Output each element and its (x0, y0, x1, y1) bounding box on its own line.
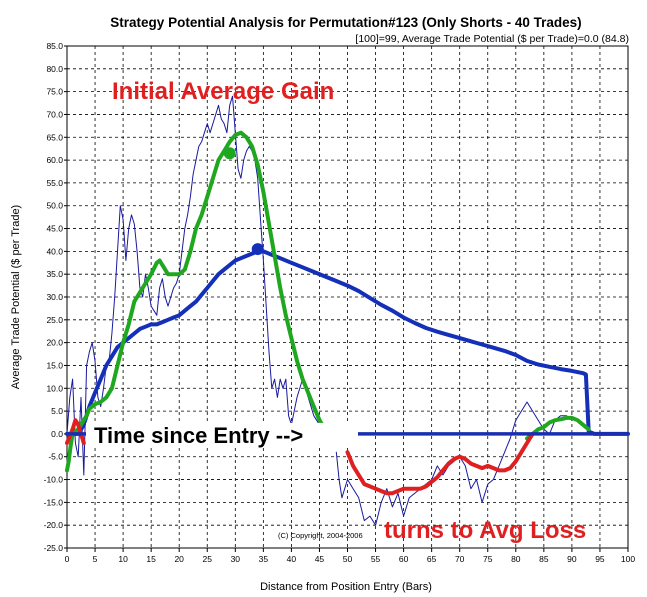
y-tick-label: 0.0 (51, 429, 63, 439)
y-tick-label: 50.0 (46, 201, 63, 211)
y-tick-label: 65.0 (46, 132, 63, 142)
y-tick-label: 60.0 (46, 155, 63, 165)
y-tick-label: -25.0 (44, 543, 64, 553)
x-tick-label: 65 (427, 554, 437, 564)
x-axis-label: Distance from Position Entry (Bars) (260, 581, 432, 593)
y-tick-label: 70.0 (46, 109, 63, 119)
x-tick-label: 85 (539, 554, 549, 564)
y-tick-label: 85.0 (46, 41, 63, 51)
x-tick-label: 95 (595, 554, 605, 564)
x-tick-label: 75 (483, 554, 493, 564)
y-tick-label: 45.0 (46, 224, 63, 234)
x-tick-label: 55 (371, 554, 381, 564)
y-axis-label: Average Trade Potential ($ per Trade) (10, 205, 22, 389)
chart-title: Strategy Potential Analysis for Permutat… (110, 15, 581, 30)
y-tick-label: 15.0 (46, 360, 63, 370)
series-line-green-3 (65, 130, 333, 473)
annotation-initial-average-gain: Initial Average Gain (112, 78, 334, 105)
y-tick-label: 5.0 (51, 406, 63, 416)
y-tick-label: 30.0 (46, 292, 63, 302)
marker-layer (223, 147, 264, 256)
x-tick-label: 5 (93, 554, 98, 564)
x-tick-label: 30 (231, 554, 241, 564)
y-tick-label: 10.0 (46, 383, 63, 393)
y-axis-ticks: -25.0 -20.0 -15.0 -10.0 -5.0 0.0 5.0 10.0 15.0 20… (44, 41, 67, 553)
x-tick-label: 0 (65, 554, 70, 564)
x-tick-label: 60 (399, 554, 409, 564)
y-tick-label: 20.0 (46, 338, 63, 348)
x-tick-label: 80 (511, 554, 521, 564)
x-tick-label: 35 (259, 554, 269, 564)
series-line-red-6 (345, 431, 535, 496)
x-tick-label: 50 (343, 554, 353, 564)
y-tick-label: 35.0 (46, 269, 63, 279)
x-tick-label: 10 (118, 554, 128, 564)
x-tick-label: 90 (567, 554, 577, 564)
annotation-time-since-entry: Time since Entry --> (94, 423, 303, 448)
y-tick-label: 40.0 (46, 246, 63, 256)
y-tick-label: 25.0 (46, 315, 63, 325)
y-tick-label: -10.0 (44, 475, 64, 485)
copyright-note: (C) Copyright, 2004-2006 (278, 531, 363, 540)
series-line-green-4 (525, 415, 591, 441)
x-tick-label: 70 (455, 554, 465, 564)
marker-point-blue (251, 243, 264, 256)
y-tick-label: 80.0 (46, 64, 63, 74)
plot-area (66, 45, 629, 549)
y-tick-label: 55.0 (46, 178, 63, 188)
y-tick-label: -20.0 (44, 520, 64, 530)
x-tick-label: 100 (621, 554, 635, 564)
x-tick-label: 20 (174, 554, 184, 564)
x-tick-label: 45 (315, 554, 325, 564)
x-tick-label: 40 (287, 554, 297, 564)
chart-subtitle: [100]=99, Average Trade Potential ($ per… (355, 33, 629, 45)
zero-line-label-gap (86, 422, 358, 445)
y-tick-label: -15.0 (44, 497, 64, 507)
marker-point-green (223, 147, 236, 160)
x-tick-label: 15 (146, 554, 156, 564)
annotation-turns-to-avg-loss: turns to Avg Loss (384, 517, 586, 544)
x-axis-ticks: 0 5 10 15 20 25 30 35 40 45 50 55 60 65 70 75 80 85 90 95 10… (65, 548, 635, 564)
y-tick-label: 75.0 (46, 87, 63, 97)
y-tick-label: -5.0 (48, 452, 63, 462)
x-tick-label: 25 (203, 554, 213, 564)
